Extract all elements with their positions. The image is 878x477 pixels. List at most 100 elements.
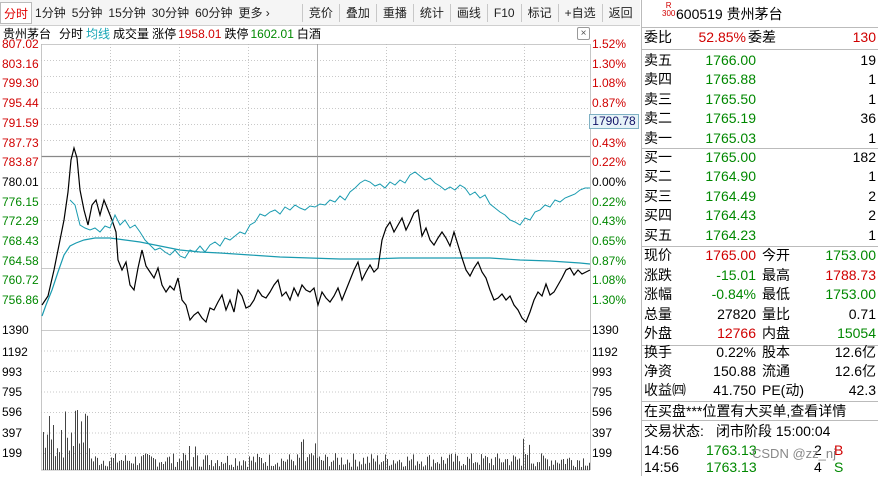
buy-row: 买三 1764.49 2 xyxy=(644,187,876,206)
watermark: CSDN @zz_nj xyxy=(752,446,836,461)
percent-label: 0.22% xyxy=(592,155,627,170)
header-limit-down-label: 跌停 xyxy=(224,27,249,41)
tab-3[interactable]: 15分钟 xyxy=(108,5,146,20)
buy-price: 1764.23 xyxy=(705,226,756,243)
volume-label-right: 397 xyxy=(592,426,613,440)
weibi-value: 52.85% xyxy=(698,29,746,45)
buy-volume: 2 xyxy=(868,187,876,204)
buy-row: 买一 1765.00 182 xyxy=(644,148,876,167)
price-label: 776.15 xyxy=(2,194,39,209)
header-avg-line[interactable]: 均线 xyxy=(86,27,111,41)
toolbar-separator xyxy=(412,3,414,22)
buy-price: 1764.90 xyxy=(705,168,756,185)
stat-label: 外盘 xyxy=(644,325,672,341)
price-label: 783.87 xyxy=(2,155,39,170)
current-price-tag: 1790.78 xyxy=(589,114,639,129)
sell-volume: 1 xyxy=(868,129,876,146)
toolbar-button-7[interactable]: +自选 xyxy=(564,5,596,20)
volume-label-left: 1192 xyxy=(2,345,28,359)
volume-bars xyxy=(43,410,590,470)
price-label: 791.59 xyxy=(2,115,39,130)
stat-label: 现价 xyxy=(644,247,672,263)
panel-divider xyxy=(641,246,878,247)
stat-value-2: 1753.00 xyxy=(825,247,876,263)
sell-label: 卖四 xyxy=(644,71,672,88)
tick-price: 1763.13 xyxy=(706,442,757,458)
panel-divider xyxy=(641,27,878,28)
toolbar-button-6[interactable]: 标记 xyxy=(527,5,552,20)
toolbar-button-0[interactable]: 竞价 xyxy=(308,5,333,20)
toolbar-button-4[interactable]: 画线 xyxy=(456,5,481,20)
buy-volume: 2 xyxy=(868,207,876,224)
volume-label-left: 596 xyxy=(2,405,23,419)
volume-label-right: 993 xyxy=(592,365,613,379)
stat2-label-2: 股本 xyxy=(762,344,790,360)
header-limit-up-value: 1958.01 xyxy=(178,27,222,41)
tab-4[interactable]: 30分钟 xyxy=(151,5,190,20)
tab-5[interactable]: 60分钟 xyxy=(195,5,233,20)
toolbar-button-1[interactable]: 叠加 xyxy=(345,5,370,20)
tick-time: 14:56 xyxy=(644,442,680,458)
stat2-row: 收益㈣ 41.750 PE(动) 42.3 xyxy=(644,381,876,400)
stat-label-2: 量比 xyxy=(762,305,790,322)
toolbar-button-5[interactable]: F10 xyxy=(493,5,515,20)
buy-volume: 1 xyxy=(868,226,876,243)
stat-row: 涨跌 -15.01 最高 1788.73 xyxy=(644,266,876,285)
percent-label: 0.87% xyxy=(592,253,627,268)
stat-label-2: 最高 xyxy=(762,266,790,283)
toolbar-button-3[interactable]: 统计 xyxy=(419,5,444,20)
sell-label: 卖五 xyxy=(644,52,672,68)
tick-side: B xyxy=(834,442,844,458)
r-badge-letter: R xyxy=(665,1,672,10)
panel-divider xyxy=(641,49,878,50)
price-line xyxy=(41,145,591,324)
toolbar-separator xyxy=(601,3,603,22)
stat-value-2: 1788.73 xyxy=(825,266,876,283)
buy-volume: 182 xyxy=(852,149,876,165)
tick-time: 14:56 xyxy=(644,459,680,475)
big-order-notice[interactable]: 在买盘***位置有大买单,查看详情 xyxy=(644,403,847,419)
header-sector[interactable]: 白酒 xyxy=(296,27,321,41)
r-badge: R 300 xyxy=(662,2,675,18)
percent-label: 0.43% xyxy=(592,214,627,229)
tab-1[interactable]: 1分钟 xyxy=(35,5,66,20)
volume-label-left: 795 xyxy=(2,385,23,399)
price-label: 764.58 xyxy=(2,253,39,268)
panel-divider xyxy=(641,420,878,421)
chart-grid xyxy=(41,44,591,471)
sell-row: 卖三 1765.50 1 xyxy=(644,90,876,109)
toolbar-button-2[interactable]: 重播 xyxy=(382,5,407,20)
tab-0[interactable]: 分时 xyxy=(0,1,33,24)
sell-price: 1765.88 xyxy=(705,71,756,88)
buy-volume: 1 xyxy=(868,168,876,185)
stat2-value-2: 12.6亿 xyxy=(834,363,876,380)
tab-2[interactable]: 5分钟 xyxy=(71,5,103,20)
volume-label-left: 993 xyxy=(2,365,23,379)
toolbar-separator xyxy=(486,3,488,22)
stat-value: -15.01 xyxy=(716,266,756,283)
header-volume[interactable]: 成交量 xyxy=(113,27,150,41)
stat2-value: 41.750 xyxy=(713,382,756,399)
percent-label: 0.87% xyxy=(592,96,627,111)
stat2-label: 净资 xyxy=(644,363,672,380)
intraday-chart[interactable] xyxy=(0,0,641,476)
sell-row: 卖二 1765.19 36 xyxy=(644,109,876,128)
sell-volume: 19 xyxy=(860,52,876,68)
price-label: 807.02 xyxy=(2,37,39,51)
stat-value-2: 0.71 xyxy=(848,305,876,322)
stat2-label: 收益㈣ xyxy=(644,382,686,399)
stat-value: 12766 xyxy=(717,325,756,341)
stat2-value-2: 12.6亿 xyxy=(834,344,876,360)
header-mode[interactable]: 分时 xyxy=(59,27,84,41)
stat-row: 现价 1765.00 今开 1753.00 xyxy=(644,246,876,265)
toolbar-button-8[interactable]: 返回 xyxy=(608,5,633,20)
stat2-value-2: 42.3 xyxy=(848,382,876,399)
tab-6[interactable]: 更多 › xyxy=(238,5,270,20)
toolbar-separator xyxy=(520,3,522,22)
sell-volume: 1 xyxy=(868,90,876,107)
toolbar-separator xyxy=(375,3,377,22)
buy-label: 买三 xyxy=(644,187,672,204)
close-icon[interactable]: × xyxy=(577,27,590,40)
stock-title: 600519 贵州茅台 xyxy=(676,6,783,22)
header-limit-down-value: 1602.01 xyxy=(250,27,294,41)
